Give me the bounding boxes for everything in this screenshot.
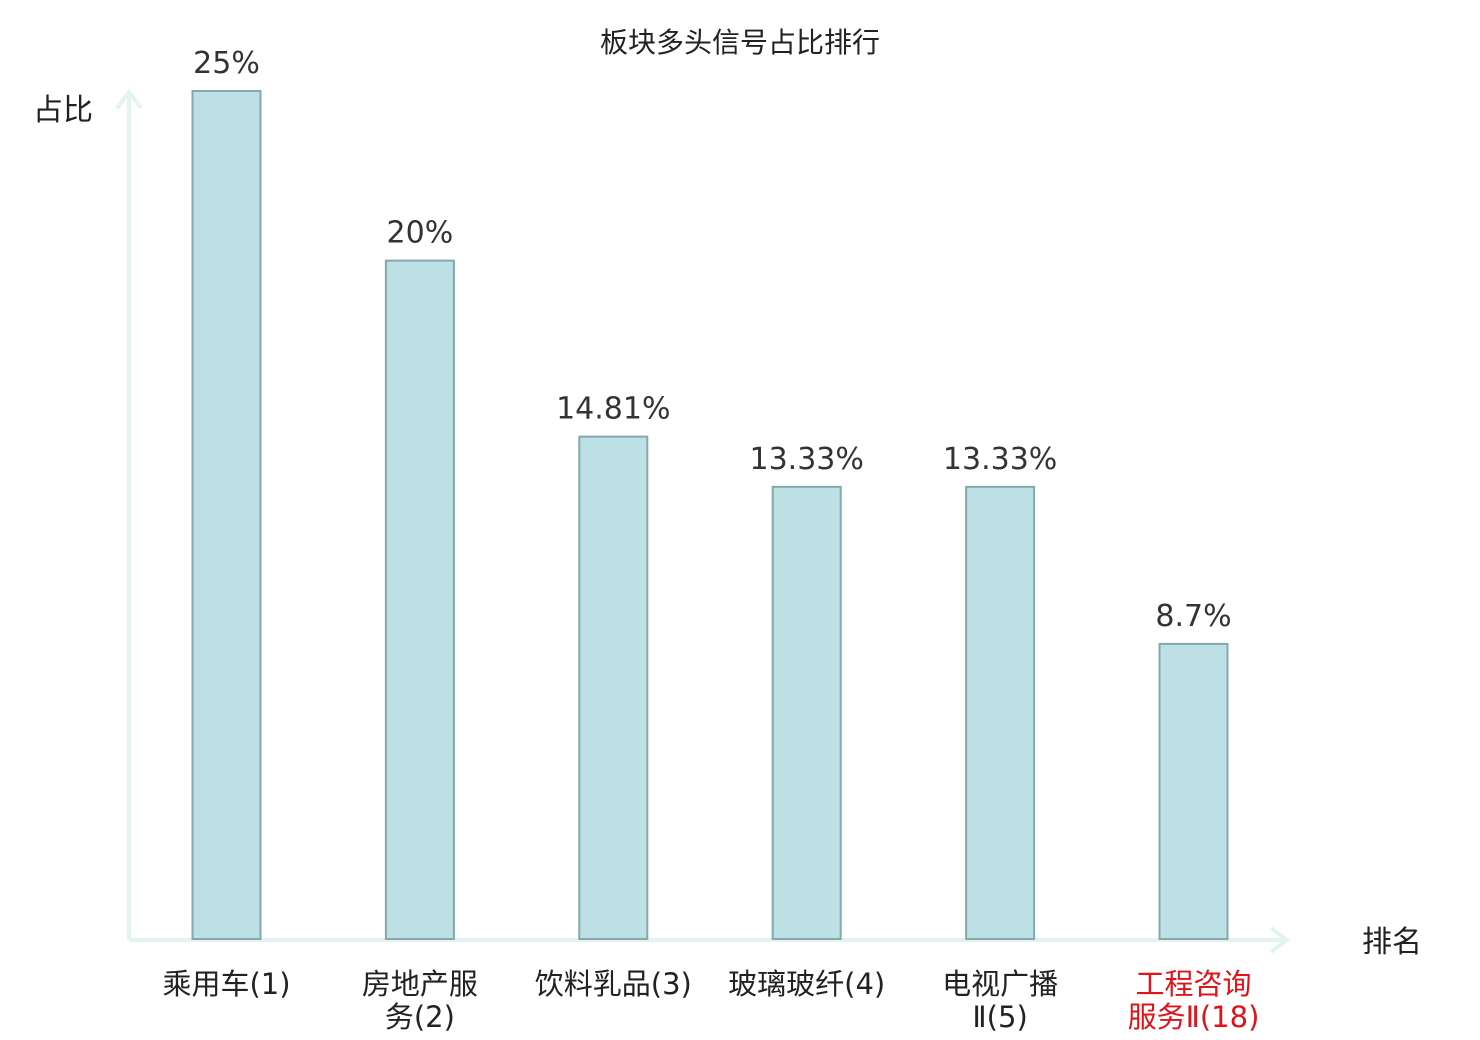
bar [965, 485, 1036, 940]
axes [115, 88, 1291, 954]
bar [384, 259, 455, 941]
bar [578, 435, 649, 940]
category-tick-label: 饮料乳品(3) [535, 967, 692, 1001]
value-labels-group: 25% 20% 14.81% 13.33% 13.33% 8.7% [193, 46, 1231, 634]
bar-value-label: 25% [193, 46, 260, 81]
y-axis-label: 占比 [33, 93, 93, 128]
category-tick-label: 房地产服 [362, 967, 478, 1001]
category-tick-label: 务(2) [385, 1000, 455, 1034]
bar [191, 90, 262, 940]
bar-value-label: 20% [387, 216, 454, 251]
category-tick-label: 玻璃玻纤(4) [728, 967, 885, 1001]
category-tick-label: Ⅱ(5) [972, 1000, 1027, 1034]
bar-value-label: 13.33% [943, 442, 1057, 477]
category-tick-label: 服务Ⅱ(18) [1128, 1000, 1260, 1034]
bar [771, 485, 842, 940]
category-tick-label: 电视广播 [942, 967, 1058, 1001]
x-axis-label: 排名 [1362, 925, 1422, 960]
category-tick-label: 乘用车(1) [162, 967, 290, 1001]
category-tick-label: 工程咨询 [1135, 967, 1251, 1001]
chart-title: 板块多头信号占比排行 [600, 26, 880, 59]
bars-group [191, 90, 1229, 941]
bar-value-label: 8.7% [1155, 599, 1231, 634]
bar-value-label: 14.81% [556, 392, 670, 427]
y-axis-arrow-icon [115, 88, 143, 110]
bar [1158, 642, 1229, 940]
bar-value-label: 13.33% [750, 442, 864, 477]
x-axis-arrow-icon [1269, 926, 1291, 954]
